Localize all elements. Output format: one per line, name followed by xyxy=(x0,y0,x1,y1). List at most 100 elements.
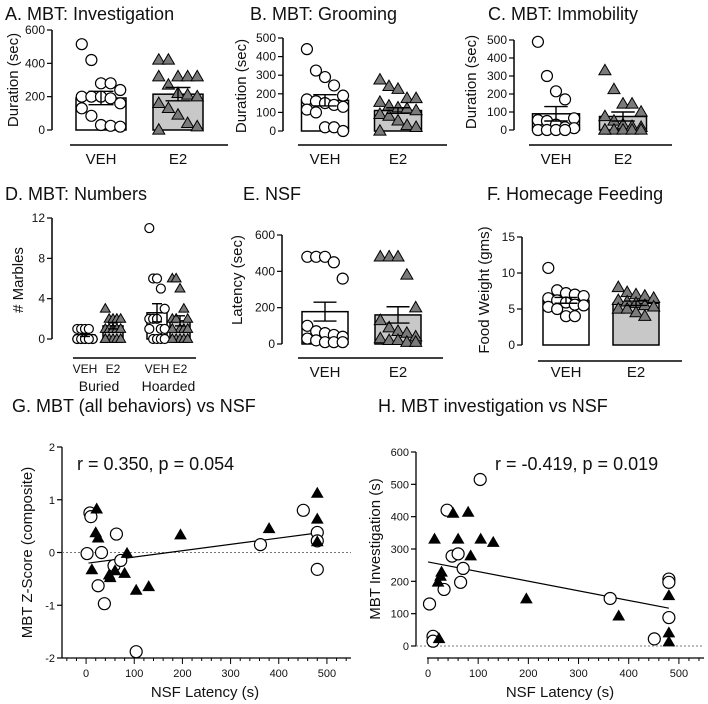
data-point-triangle xyxy=(180,87,195,100)
data-point-circle xyxy=(85,109,98,122)
y-tick-label: 1 xyxy=(49,495,55,507)
y-axis-label: Duration (sec) xyxy=(463,35,480,129)
data-point-triangle xyxy=(373,249,388,262)
data-point-circle xyxy=(83,323,94,335)
data-point-triangle xyxy=(382,108,396,121)
data-point-circle xyxy=(104,77,117,90)
data-point-circle xyxy=(80,546,94,561)
category-label: E2 xyxy=(173,362,188,376)
y-tick-label: 10 xyxy=(502,266,516,280)
data-point-triangle xyxy=(151,69,166,82)
data-point-triangle xyxy=(611,280,626,293)
data-point-circle xyxy=(531,35,545,48)
category-label: VEH xyxy=(541,151,572,168)
data-point-triangle xyxy=(129,583,143,595)
data-point-circle xyxy=(75,102,88,115)
data-point-circle xyxy=(114,83,127,97)
data-point-circle xyxy=(318,70,332,84)
panel-title: H. MBT investigation vs NSF xyxy=(378,396,608,416)
panel-f: F. Homecage Feeding Food Weight (gms) 0 5 10… xyxy=(476,184,682,381)
category-label: VEH xyxy=(86,151,117,168)
group-label: Buried xyxy=(79,378,119,394)
data-point-circle xyxy=(603,591,617,606)
data-point-triangle xyxy=(474,532,488,544)
data-point-triangle xyxy=(382,320,397,333)
data-point-triangle xyxy=(151,52,166,65)
data-point-circle xyxy=(336,336,349,349)
x-axis-label: NSF Latency (s) xyxy=(506,684,614,701)
data-point-circle xyxy=(327,256,340,269)
data-point-circle xyxy=(85,53,98,67)
data-point-triangle xyxy=(180,69,195,82)
panel-title: D. MBT: Numbers xyxy=(5,184,147,204)
x-tick-label: 0 xyxy=(425,668,431,680)
data-point-circle xyxy=(114,97,127,110)
data-point-triangle xyxy=(180,116,195,129)
data-point-circle xyxy=(253,537,268,552)
data-point-triangle xyxy=(625,96,639,109)
data-point-triangle xyxy=(399,334,414,347)
data-point-triangle xyxy=(382,249,397,262)
data-point-triangle xyxy=(174,528,187,540)
data-point-triangle xyxy=(408,334,423,347)
data-point-circle xyxy=(454,575,468,589)
data-point-circle xyxy=(568,310,581,323)
data-point-triangle xyxy=(431,575,445,587)
x-tick-label: 100 xyxy=(125,668,143,680)
category-label: VEH xyxy=(73,362,98,376)
correlation-annotation: r = -0.419, p = 0.019 xyxy=(495,454,658,474)
data-point-triangle xyxy=(178,302,190,313)
data-point-triangle xyxy=(108,564,122,576)
y-tick-label: 200 xyxy=(391,576,409,588)
data-point-triangle xyxy=(91,531,105,543)
data-point-triangle xyxy=(161,77,176,90)
data-point-triangle xyxy=(391,249,405,262)
data-point-triangle xyxy=(637,308,652,321)
data-point-triangle xyxy=(400,118,414,131)
y-tick-label: 500 xyxy=(487,33,507,47)
data-point-circle xyxy=(84,510,98,524)
y-tick-label: 300 xyxy=(256,68,276,82)
data-point-triangle xyxy=(464,549,478,561)
data-point-triangle xyxy=(616,122,630,135)
x-tick-label: 300 xyxy=(221,668,239,680)
data-point-triangle xyxy=(432,632,446,644)
y-tick-label: 500 xyxy=(391,479,409,491)
data-point-triangle xyxy=(373,123,387,136)
y-axis-label: Latency (sec) xyxy=(229,235,246,325)
data-point-triangle xyxy=(428,532,441,544)
data-point-triangle xyxy=(190,89,205,102)
panel-title: G. MBT (all behaviors) vs NSF xyxy=(12,396,256,416)
y-axis-label: MBT Z-Score (composite) xyxy=(19,467,36,638)
data-point-triangle xyxy=(391,113,405,126)
data-point-circle xyxy=(456,561,470,576)
data-point-triangle xyxy=(190,119,205,132)
panel-title: E. NSF xyxy=(243,184,301,204)
data-point-circle xyxy=(542,261,555,275)
data-point-circle xyxy=(310,562,324,576)
data-point-circle xyxy=(114,120,127,133)
data-point-circle xyxy=(336,89,350,102)
category-label: E2 xyxy=(389,151,407,168)
data-point-circle xyxy=(300,43,314,56)
data-point-triangle xyxy=(391,333,405,346)
data-point-triangle xyxy=(409,120,423,132)
x-tick-label: 400 xyxy=(620,668,638,680)
y-tick-label: 200 xyxy=(255,301,275,315)
group-label: Hoarded xyxy=(142,378,196,394)
data-point-triangle xyxy=(120,546,134,558)
data-point-triangle xyxy=(114,322,127,333)
data-point-circle xyxy=(144,323,155,335)
y-tick-label: 0 xyxy=(269,124,276,138)
data-point-circle xyxy=(558,93,572,106)
data-point-triangle xyxy=(310,535,324,547)
y-axis-label: # Marbles xyxy=(10,247,27,313)
y-tick-label: 300 xyxy=(487,69,507,83)
data-point-triangle xyxy=(90,502,104,514)
data-point-triangle xyxy=(598,63,612,76)
y-tick-label: 400 xyxy=(25,56,45,70)
y-tick-label: 400 xyxy=(391,512,409,524)
data-point-triangle xyxy=(486,535,500,547)
